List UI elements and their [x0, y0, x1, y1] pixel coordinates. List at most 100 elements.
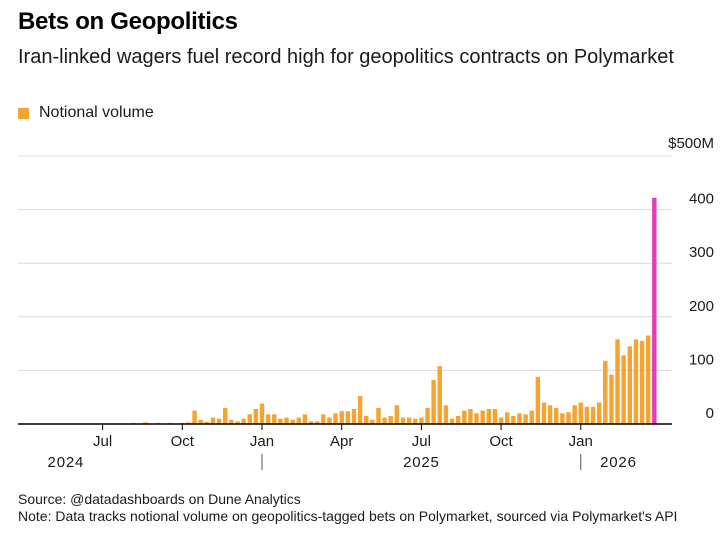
year-label: 2024 — [48, 454, 85, 471]
bar — [400, 417, 406, 424]
bar — [314, 421, 320, 424]
bar — [223, 407, 228, 424]
bar — [554, 407, 559, 424]
bar — [560, 413, 565, 424]
bar — [216, 418, 222, 424]
bar — [235, 421, 240, 424]
year-label: 2025 — [403, 454, 440, 471]
bar — [480, 410, 485, 424]
bar — [425, 407, 430, 424]
bar — [229, 419, 234, 424]
bar — [462, 410, 467, 424]
bar — [529, 410, 534, 424]
bar — [603, 360, 608, 424]
bar — [511, 415, 516, 424]
x-tick-label: Jan — [569, 433, 593, 450]
bar — [431, 380, 436, 424]
footnotes: Source: @datadashboards on Dune Analytic… — [18, 491, 677, 525]
x-tick-label: Jul — [93, 433, 112, 450]
bar — [290, 419, 295, 424]
bar — [541, 402, 547, 424]
bar — [296, 417, 301, 424]
bar — [596, 402, 602, 424]
bar — [455, 415, 461, 424]
y-axis-unit-label: $500M — [668, 135, 714, 152]
bar — [504, 412, 510, 424]
bar — [204, 421, 210, 424]
bar — [241, 418, 246, 424]
chart-title: Bets on Geopolitics — [18, 8, 238, 35]
bar — [308, 421, 314, 424]
bar-highlight — [652, 197, 657, 424]
bar — [639, 340, 645, 424]
bar — [327, 417, 332, 424]
bar — [437, 366, 442, 424]
bar — [370, 419, 375, 424]
bar — [645, 335, 651, 424]
bar — [339, 411, 344, 424]
bar — [413, 418, 418, 424]
bar — [247, 414, 252, 424]
bar — [351, 408, 357, 424]
y-tick-label: 200 — [689, 298, 714, 315]
bar — [627, 346, 633, 424]
bar — [192, 410, 197, 424]
y-tick-label: 400 — [689, 191, 714, 208]
bar — [284, 417, 289, 424]
bar — [302, 414, 308, 424]
bar — [394, 405, 400, 424]
bar — [388, 415, 393, 424]
bar — [419, 417, 424, 424]
bar — [345, 411, 351, 424]
bar — [364, 415, 369, 424]
y-tick-label: 100 — [689, 351, 714, 368]
x-tick-label: Jan — [250, 433, 274, 450]
bar — [265, 414, 271, 424]
data-note: Note: Data tracks notional volume on geo… — [18, 508, 678, 524]
bar — [443, 405, 449, 424]
bar — [333, 413, 338, 424]
bar — [468, 408, 473, 424]
bar — [406, 417, 412, 424]
bar — [578, 402, 583, 424]
legend: Notional volume — [18, 104, 154, 122]
bar — [621, 355, 626, 424]
y-tick-label: 0 — [706, 405, 714, 422]
bar — [609, 374, 614, 424]
legend-swatch — [18, 107, 29, 119]
bar — [547, 405, 553, 424]
bar — [566, 412, 571, 424]
bar — [486, 408, 492, 424]
bar — [259, 403, 265, 424]
bar — [498, 417, 504, 424]
bar — [376, 407, 381, 424]
bar — [278, 418, 283, 424]
bar — [321, 414, 326, 424]
bar — [210, 417, 216, 424]
bar — [186, 422, 191, 424]
bar — [517, 413, 522, 424]
x-tick-label: Oct — [489, 433, 513, 450]
bar — [572, 405, 577, 424]
bar — [535, 376, 541, 424]
bar — [198, 419, 203, 424]
x-tick-label: Apr — [330, 433, 353, 450]
year-label: 2026 — [600, 454, 637, 471]
bar — [357, 396, 363, 424]
x-tick-label: Jul — [412, 433, 431, 450]
bar — [253, 408, 259, 424]
y-tick-label: 300 — [689, 244, 714, 261]
x-tick-label: Oct — [171, 433, 195, 450]
bar — [615, 339, 620, 424]
legend-label: Notional volume — [39, 104, 154, 121]
bar — [449, 418, 455, 424]
source-note: Source: @datadashboards on Dune Analytic… — [18, 491, 301, 507]
bar — [590, 406, 596, 424]
bar — [523, 414, 528, 424]
bar — [474, 413, 479, 424]
bar — [143, 422, 148, 424]
chart-subtitle: Iran-linked wagers fuel record high for … — [18, 46, 674, 68]
bar — [633, 339, 639, 424]
bar — [492, 408, 498, 424]
